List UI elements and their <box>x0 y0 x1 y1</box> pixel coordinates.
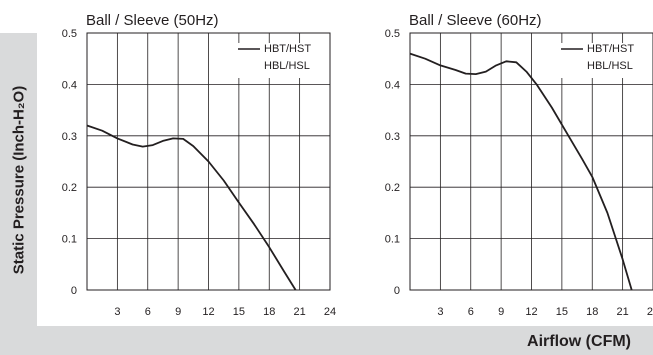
y-tick-label: 0.5 <box>385 28 400 40</box>
x-tick-label: 3 <box>437 306 443 318</box>
x-tick-label: 12 <box>525 306 537 318</box>
y-tick-label: 0.3 <box>385 131 400 143</box>
chart-title: Ball / Sleeve (50Hz) <box>86 12 219 29</box>
legend-entry: HBL/HSL <box>264 60 310 72</box>
y-tick-label: 0.1 <box>62 234 77 246</box>
chart-1: Ball / Sleeve (50Hz) 3 6 9 12 15 18 21 24 0 0.1 0.2… <box>62 12 336 318</box>
y-tick-label: 0.2 <box>62 182 77 194</box>
y-tick-label: 0.1 <box>385 234 400 246</box>
x-tick-label: 12 <box>202 306 214 318</box>
y-tick-label: 0.4 <box>385 79 400 91</box>
chart-2: Ball / Sleeve (60Hz) 3 6 9 12 15 18 21 24 0 0.1 0.2… <box>385 12 653 318</box>
x-tick-label: 18 <box>586 306 598 318</box>
x-tick-label: 21 <box>294 306 306 318</box>
x-tick-label: 9 <box>498 306 504 318</box>
x-tick-label: 15 <box>233 306 245 318</box>
x-tick-label: 9 <box>175 306 181 318</box>
plot-frame <box>86 32 331 291</box>
series-line <box>86 124 297 291</box>
y-tick-label: 0 <box>394 285 400 297</box>
x-tick-label: 24 <box>647 306 653 318</box>
legend-entry: HBT/HST <box>264 43 311 55</box>
legend-entry: HBT/HST <box>587 43 634 55</box>
x-tick-label: 6 <box>468 306 474 318</box>
legend-entry: HBL/HSL <box>587 60 633 72</box>
x-tick-label: 24 <box>324 306 336 318</box>
x-tick-label: 15 <box>556 306 568 318</box>
x-tick-label: 21 <box>617 306 629 318</box>
y-tick-label: 0.4 <box>62 79 77 91</box>
x-axis-band <box>37 326 653 355</box>
plot-frame <box>409 32 653 291</box>
y-tick-label: 0 <box>71 285 77 297</box>
series-line <box>409 52 633 291</box>
x-tick-label: 6 <box>145 306 151 318</box>
y-axis-band <box>0 33 37 355</box>
x-tick-label: 18 <box>263 306 275 318</box>
chart-title: Ball / Sleeve (60Hz) <box>409 12 542 29</box>
x-axis-label: Airflow (CFM) <box>527 333 631 350</box>
y-tick-label: 0.2 <box>385 182 400 194</box>
y-tick-label: 0.5 <box>62 28 77 40</box>
y-tick-label: 0.3 <box>62 131 77 143</box>
x-tick-label: 3 <box>114 306 120 318</box>
